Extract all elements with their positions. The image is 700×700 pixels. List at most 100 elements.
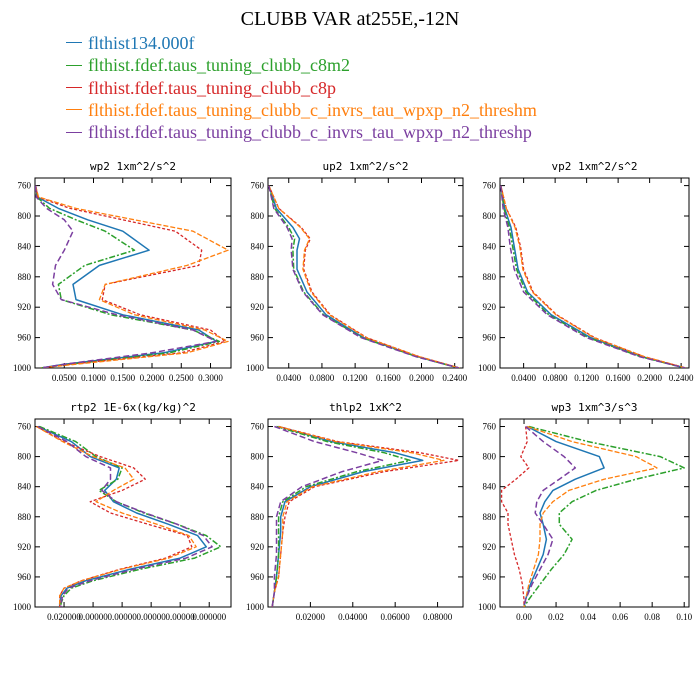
x-tick-label: 0.0400 [511,373,536,383]
x-tick-label: 0.04 [580,612,596,622]
legend-swatch-line [66,42,82,44]
x-tick-label: 0.06000 [381,612,411,622]
y-tick-label: 1000 [246,363,265,373]
series-line [271,425,460,607]
plot-frame [267,418,464,608]
y-tick-label: 760 [483,422,497,432]
plot-frame [267,177,464,369]
y-tick-label: 880 [483,272,497,282]
x-tick-label: 0.0800 [310,373,335,383]
y-tick-label: 960 [251,333,265,343]
x-tick-label: 0.00000 [78,612,108,622]
series-line [268,185,460,368]
x-tick-label: 0.000000 [192,612,226,622]
panel-title: rtp2 1E-6x(kg/kg)^2 [70,401,196,414]
series-line [35,185,221,368]
plot-frame [499,418,690,608]
panel: vp2 1xm^2/s^2 760 800 840 880 920 960 1000 0.040… [478,160,694,383]
legend: flthist134.000f flthist.fdef.taus_tuning… [66,32,537,143]
panel: up2 1xm^2/s^2 760 800 840 880 920 960 1000 0.040… [246,160,468,383]
plot-frame [499,177,690,369]
legend-label: flthist.fdef.taus_tuning_clubb_c_invrs_t… [88,99,537,120]
plot-frame [34,418,232,608]
series-line [37,425,213,607]
x-tick-label: 0.1200 [343,373,368,383]
panel-title: wp2 1xm^2/s^2 [90,160,176,173]
legend-swatch-line [66,86,82,88]
plot-frame [34,177,232,369]
y-tick-label: 920 [483,542,497,552]
y-tick-label: 920 [251,542,265,552]
series-line [523,425,658,607]
y-tick-label: 1000 [13,363,32,373]
y-tick-label: 760 [251,181,265,191]
y-tick-label: 840 [18,482,32,492]
series-line [36,425,197,607]
x-tick-label: 0.00000 [166,612,196,622]
series-line [36,425,193,607]
y-tick-label: 880 [251,512,265,522]
series-line [500,185,687,368]
x-tick-label: 0.00000 [137,612,167,622]
series-line [35,185,218,368]
series-line [39,425,222,607]
x-tick-label: 0.04000 [338,612,368,622]
legend-label: flthist.fdef.taus_tuning_clubb_c8m2 [88,55,350,76]
x-tick-label: 0.00 [516,612,532,622]
y-tick-label: 800 [251,452,265,462]
y-tick-label: 1000 [246,602,265,612]
x-tick-label: 0.020000 [47,612,81,622]
x-tick-label: 0.06 [612,612,628,622]
y-tick-label: 760 [251,422,265,432]
panel: thlp2 1xK^2 760 800 840 880 920 960 1000 0.02000… [246,401,464,622]
y-tick-label: 760 [18,422,32,432]
x-tick-label: 0.0500 [52,373,77,383]
series-line [268,185,460,368]
legend-swatch-line [66,131,82,133]
y-tick-label: 760 [18,181,32,191]
series-line [500,185,687,368]
series-line [268,185,460,368]
series-line [268,185,460,368]
x-tick-label: 0.1600 [606,373,631,383]
y-tick-label: 800 [18,452,32,462]
y-tick-label: 800 [251,211,265,221]
series-line [523,425,577,607]
x-tick-label: 0.2000 [140,373,165,383]
x-tick-label: 0.0400 [276,373,301,383]
legend-label: flthist.fdef.taus_tuning_clubb_c_invrs_t… [88,122,532,143]
series-line [500,185,686,368]
series-line [35,185,226,368]
y-tick-label: 920 [251,302,265,312]
legend-label: flthist.fdef.taus_tuning_clubb_c8p [88,77,336,98]
y-tick-label: 1000 [478,602,497,612]
y-tick-label: 960 [483,572,497,582]
panel-title: vp2 1xm^2/s^2 [551,160,637,173]
x-tick-label: 0.10 [676,612,692,622]
x-tick-label: 0.2500 [169,373,194,383]
x-tick-label: 0.1600 [376,373,401,383]
y-tick-label: 880 [18,272,32,282]
x-tick-label: 0.1500 [110,373,135,383]
x-tick-label: 0.02000 [296,612,326,622]
x-tick-label: 0.3000 [198,373,223,383]
legend-item: flthist.fdef.taus_tuning_clubb_c8p [66,77,537,99]
series-line [523,425,685,607]
panel: rtp2 1E-6x(kg/kg)^2 760 800 840 880 920 960 100… [13,401,232,622]
y-tick-label: 800 [483,452,497,462]
y-tick-label: 840 [483,482,497,492]
y-tick-label: 760 [483,181,497,191]
chart-main-title: CLUBB VAR at255E,-12N [240,8,460,30]
y-tick-label: 920 [18,542,32,552]
x-tick-label: 0.2400 [669,373,694,383]
legend-item: flthist.fdef.taus_tuning_clubb_c8m2 [66,54,537,76]
legend-swatch-line [66,109,82,111]
x-tick-label: 0.08 [644,612,660,622]
y-tick-label: 960 [483,333,497,343]
legend-item: flthist.fdef.taus_tuning_clubb_c_invrs_t… [66,99,537,121]
y-tick-label: 960 [18,333,32,343]
legend-item: flthist134.000f [66,32,537,54]
y-tick-label: 840 [18,241,32,251]
y-tick-label: 800 [483,211,497,221]
